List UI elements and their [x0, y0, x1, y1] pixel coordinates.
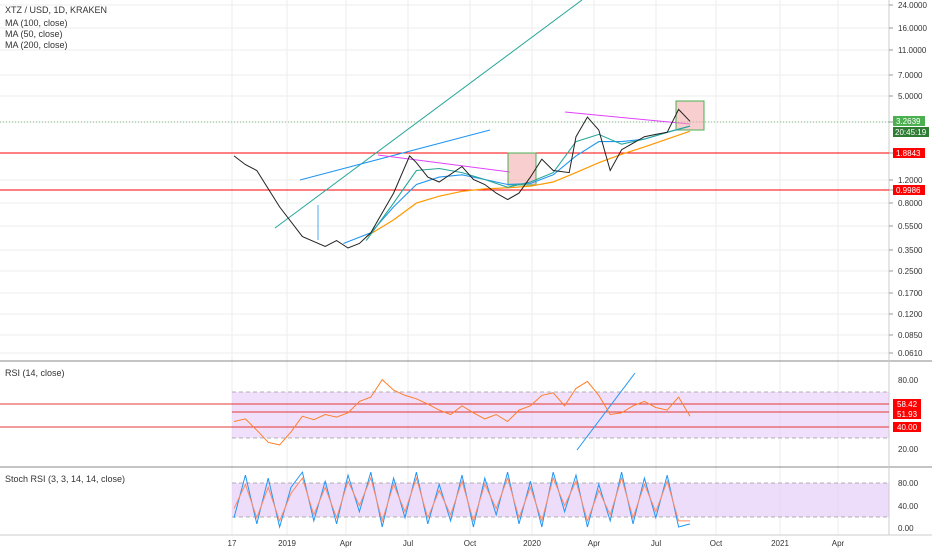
- y-tick-label: 11.0000: [898, 46, 927, 55]
- stoch-y-tick-label: 0.00: [898, 524, 914, 533]
- trendline-green-long: [274, 0, 583, 229]
- stoch-d-line: [233, 476, 690, 523]
- x-tick-label: Oct: [464, 539, 477, 548]
- y-tick-label: 0.5500: [898, 222, 923, 231]
- rsi-pane-title: RSI (14, close): [5, 368, 65, 378]
- rsi-level-tag-3[interactable]: [893, 422, 921, 432]
- y-tick-label: 24.0000: [898, 1, 927, 10]
- legend-ma200: MA (200, close): [5, 40, 68, 50]
- legend-ma100: MA (100, close): [5, 18, 68, 28]
- rsi-line: [233, 378, 691, 446]
- y-tick-label: 16.0000: [898, 24, 927, 33]
- rsi-band: [232, 392, 889, 438]
- rsi-y-tick-label: 20.00: [898, 445, 919, 454]
- stoch-band: [232, 483, 889, 517]
- ma100-line: [343, 125, 691, 245]
- level-tag-1-label: 1.8843: [896, 149, 921, 158]
- price-line: [233, 108, 691, 249]
- x-tick-label: Apr: [832, 539, 845, 548]
- y-tick-label: 0.2500: [898, 267, 923, 276]
- y-tick-label: 7.0000: [898, 71, 923, 80]
- countdown-tag-label: 20:45:19: [895, 128, 927, 137]
- x-tick-label: Oct: [710, 539, 723, 548]
- stoch-k-line: [233, 470, 691, 529]
- legend-ma50: MA (50, close): [5, 29, 63, 39]
- x-tick-label: Apr: [588, 539, 601, 548]
- trendline-rsi-blue: [576, 372, 636, 451]
- x-tick-label: Jul: [403, 539, 413, 548]
- x-tick-label: Apr: [340, 539, 353, 548]
- highlight-box-1: [507, 152, 537, 186]
- trendline-pink-2: [564, 111, 691, 125]
- stoch-y-tick-label: 80.00: [898, 479, 919, 488]
- y-tick-label: 1.2000: [898, 176, 923, 185]
- x-tick-label: 2020: [523, 539, 541, 548]
- level-tag-2-label: 0.9986: [896, 186, 921, 195]
- countdown-tag: [893, 127, 929, 137]
- y-tick-label: 0.0610: [898, 349, 923, 358]
- last-price-tag-label: 3.2639: [896, 117, 921, 126]
- rsi-level-tag-1[interactable]: [893, 399, 921, 409]
- x-tick-label: 2021: [771, 539, 789, 548]
- rsi-level-tag-2-label: 51.93: [897, 410, 918, 419]
- axis-layer: 17 2019 Apr Jul Oct 2020 Apr Jul Oct 2021 Apr 24.00…: [228, 1, 928, 548]
- y-tick-label: 0.1700: [898, 289, 923, 298]
- x-tick-label: Jul: [651, 539, 661, 548]
- rsi-level-tag-3-label: 40.00: [897, 423, 918, 432]
- trendline-pink-1: [377, 154, 511, 173]
- rsi-y-tick-label: 80.00: [898, 376, 919, 385]
- y-tick-label: 0.3500: [898, 246, 923, 255]
- level-tag-2[interactable]: [893, 185, 925, 195]
- trendline-blue-channel: [299, 129, 491, 181]
- y-tick-label: 0.0850: [898, 331, 923, 340]
- y-tick-label: 0.8000: [898, 199, 923, 208]
- rsi-level-tag-2[interactable]: [893, 409, 921, 419]
- stoch-pane-title: Stoch RSI (3, 3, 14, 14, close): [5, 474, 125, 484]
- ma200-line: [365, 130, 691, 238]
- level-tag-1[interactable]: [893, 148, 925, 158]
- main-chart-title: XTZ / USD, 1D, KRAKEN: [5, 5, 107, 15]
- x-tick-label: 17: [228, 539, 237, 548]
- y-tick-label: 0.1200: [898, 310, 923, 319]
- x-tick-label: 2019: [278, 539, 296, 548]
- last-price-tag[interactable]: [893, 116, 925, 126]
- stoch-y-tick-label: 40.00: [898, 502, 919, 511]
- rsi-level-tag-1-label: 58.42: [897, 400, 918, 409]
- grid: [0, 0, 889, 535]
- y-tick-label: 5.0000: [898, 92, 923, 101]
- series-layer: [233, 108, 691, 529]
- highlight-box-2: [675, 100, 705, 131]
